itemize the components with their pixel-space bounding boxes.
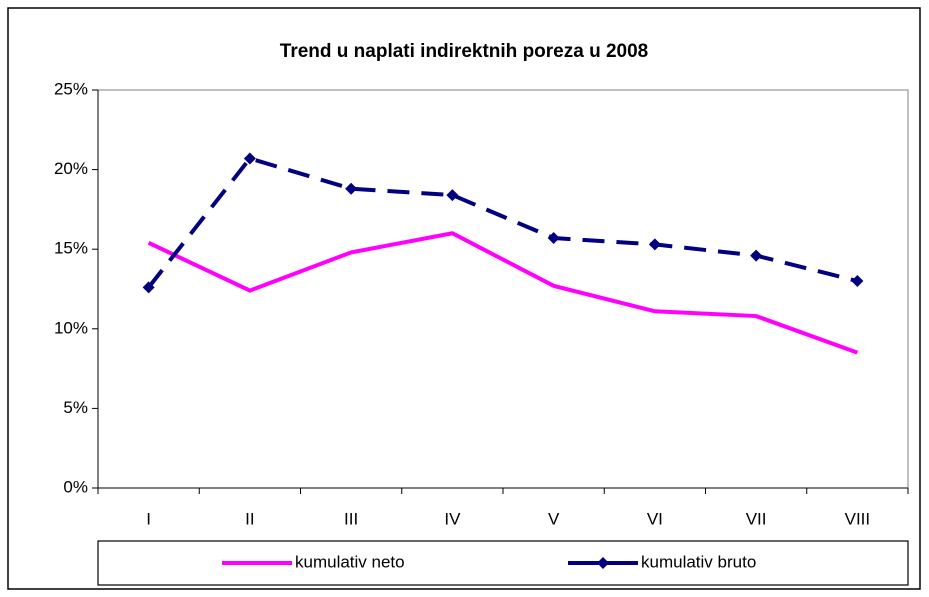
legend-marker bbox=[597, 557, 609, 569]
data-line bbox=[147, 156, 858, 289]
x-tick-label: I bbox=[146, 509, 151, 528]
chart-title: Trend u naplati indirektnih poreza u 200… bbox=[280, 41, 648, 62]
data-marker bbox=[243, 152, 256, 165]
plot-area bbox=[97, 89, 909, 489]
legend-box bbox=[97, 540, 909, 586]
x-tick-label: III bbox=[344, 509, 358, 528]
data-marker bbox=[446, 189, 459, 202]
data-marker bbox=[851, 275, 864, 288]
y-tick-label: 5% bbox=[63, 398, 88, 417]
x-tick-label: VIII bbox=[845, 509, 871, 528]
y-tick-label: 20% bbox=[54, 159, 88, 178]
data-marker bbox=[750, 249, 763, 262]
data-marker bbox=[648, 238, 661, 251]
data-marker bbox=[547, 232, 560, 245]
x-tick-label: II bbox=[245, 509, 254, 528]
y-tick-label: 25% bbox=[54, 79, 88, 98]
legend-label: kumulativ bruto bbox=[641, 552, 756, 571]
data-marker bbox=[142, 281, 155, 294]
y-tick-label: 10% bbox=[54, 318, 88, 337]
x-tick-label: VII bbox=[746, 509, 767, 528]
legend-label: kumulativ neto bbox=[295, 552, 405, 571]
data-marker bbox=[345, 182, 358, 195]
y-tick-label: 15% bbox=[54, 239, 88, 258]
data-line bbox=[147, 231, 859, 355]
y-tick-label: 0% bbox=[63, 477, 88, 496]
x-tick-label: IV bbox=[444, 509, 461, 528]
x-tick-label: V bbox=[548, 509, 560, 528]
x-tick-label: VI bbox=[647, 509, 663, 528]
